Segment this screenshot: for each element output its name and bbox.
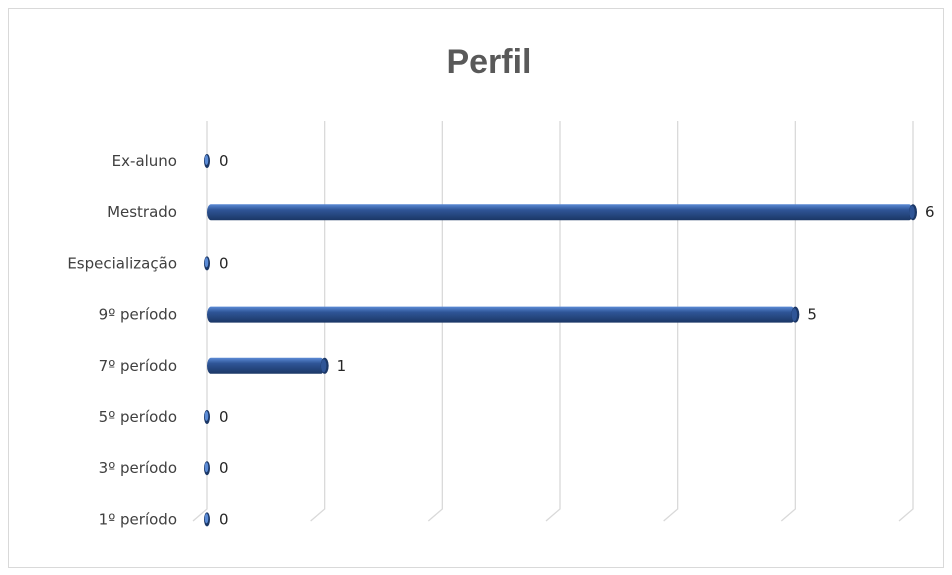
data-label-3: 0	[219, 254, 229, 272]
data-label-5: 1	[337, 357, 347, 375]
chart-frame: Perfil Ex-aluno Mestrado Especialização 9º …	[8, 8, 944, 568]
category-label-5: 7º período	[99, 357, 177, 375]
data-label-2: 6	[925, 203, 935, 221]
bar-2	[207, 204, 917, 221]
gridlines	[192, 121, 914, 522]
gridline-3	[545, 121, 561, 522]
data-label-7: 0	[219, 459, 229, 477]
bar-8	[204, 512, 210, 527]
bars	[204, 154, 917, 527]
bar-1	[204, 154, 210, 168]
bar-6	[204, 410, 210, 424]
bar-3	[204, 256, 210, 271]
category-label-3: Especialização	[67, 254, 177, 272]
bar-5	[207, 357, 329, 374]
category-labels: Ex-aluno Mestrado Especialização 9º período…	[67, 152, 177, 528]
category-label-4: 9º período	[99, 306, 177, 324]
gridline-0	[192, 121, 208, 522]
category-label-7: 3º período	[99, 459, 177, 477]
gridline-5	[780, 121, 796, 522]
category-label-2: Mestrado	[107, 203, 177, 221]
data-label-8: 0	[219, 510, 229, 528]
gridline-2	[427, 121, 443, 522]
category-label-6: 5º período	[99, 408, 177, 426]
bar-chart: Perfil Ex-aluno Mestrado Especialização 9º …	[67, 43, 935, 528]
chart-title: Perfil	[446, 43, 531, 81]
gridline-6	[898, 121, 914, 522]
data-label-4: 5	[807, 306, 817, 324]
category-label-1: Ex-aluno	[112, 152, 177, 170]
gridline-1	[310, 121, 326, 522]
data-label-6: 0	[219, 408, 229, 426]
bar-4	[207, 306, 800, 323]
bar-7	[204, 461, 210, 476]
category-label-8: 1º período	[99, 510, 177, 528]
data-label-1: 0	[219, 152, 229, 170]
gridline-4	[663, 121, 679, 522]
